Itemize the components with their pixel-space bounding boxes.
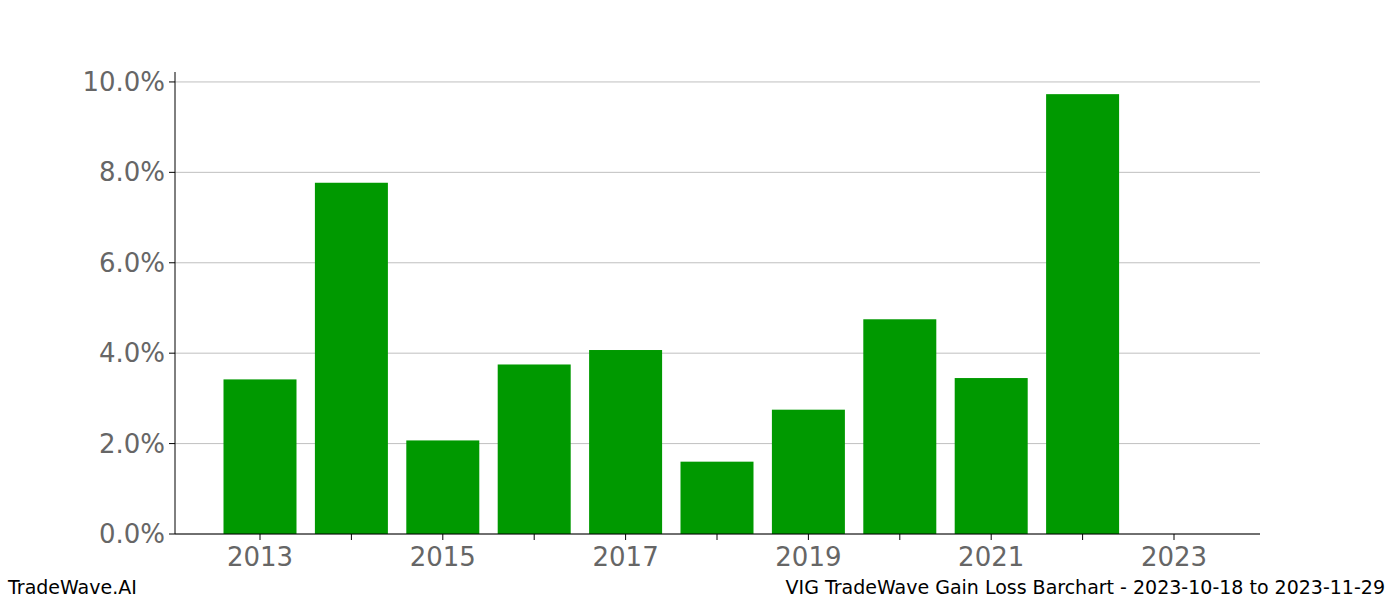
grid-line xyxy=(175,534,1260,535)
y-tick xyxy=(169,353,175,354)
x-tick-label: 2021 xyxy=(958,542,1024,572)
x-tick xyxy=(534,534,535,540)
x-axis xyxy=(175,534,1260,535)
bar xyxy=(1046,94,1119,534)
grid-line xyxy=(175,81,1260,82)
y-tick-label: 2.0% xyxy=(99,429,165,459)
bars xyxy=(224,94,1120,534)
y-tick xyxy=(169,262,175,263)
x-tick xyxy=(991,534,992,540)
title: VIG TradeWave Gain Loss Barchart - 2023-… xyxy=(786,576,1385,598)
x-tick xyxy=(625,534,626,540)
x-tick xyxy=(899,534,900,540)
y-tick-label: 6.0% xyxy=(99,248,165,278)
y-axis xyxy=(175,72,176,534)
x-tick xyxy=(808,534,809,540)
bar xyxy=(681,462,754,534)
bar xyxy=(315,183,388,534)
chart: 0.0% 2.0% 4.0% 6.0% 8.0% 10.0% 2013 2015 2017 201… xyxy=(0,0,1400,600)
bar xyxy=(406,440,479,534)
x-tick xyxy=(1174,534,1175,540)
annotation: TradeWave.AI xyxy=(7,576,137,598)
chart-root: 0.0% 2.0% 4.0% 6.0% 8.0% 10.0% 2013 2015 2017 201… xyxy=(0,0,1400,600)
bar xyxy=(498,364,571,534)
y-tick xyxy=(169,443,175,444)
bar xyxy=(224,379,297,534)
y-tick xyxy=(169,172,175,173)
y-tick xyxy=(169,81,175,82)
y-tick-label: 8.0% xyxy=(99,157,165,187)
bar xyxy=(863,319,936,534)
y-tick-label: 4.0% xyxy=(99,338,165,368)
bar xyxy=(772,410,845,534)
x-tick-label: 2015 xyxy=(410,542,476,572)
x-tick xyxy=(351,534,352,540)
bar xyxy=(589,350,662,534)
y-tick-label: 10.0% xyxy=(82,67,165,97)
y-tick xyxy=(169,534,175,535)
x-tick-label: 2013 xyxy=(227,542,293,572)
x-tick xyxy=(717,534,718,540)
x-tick xyxy=(260,534,261,540)
x-tick xyxy=(1082,534,1083,540)
x-tick xyxy=(442,534,443,540)
bar xyxy=(955,378,1028,534)
x-tick-label: 2023 xyxy=(1141,542,1207,572)
y-tick-label: 0.0% xyxy=(99,519,165,549)
x-tick-label: 2019 xyxy=(775,542,841,572)
x-tick-label: 2017 xyxy=(593,542,659,572)
